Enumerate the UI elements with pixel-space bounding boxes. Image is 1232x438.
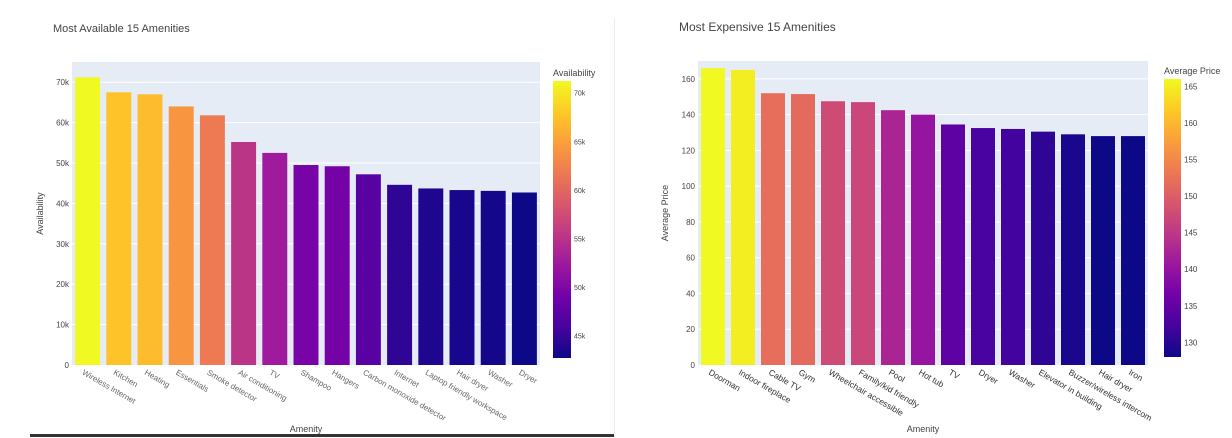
chart-title: Most Available 15 Amenities bbox=[53, 23, 190, 35]
bar bbox=[971, 128, 995, 365]
bar bbox=[137, 94, 163, 365]
x-tick-label: Dryer bbox=[517, 368, 539, 386]
bar bbox=[106, 92, 132, 366]
colorbar-tick-label: 155 bbox=[1184, 155, 1198, 164]
bar bbox=[1031, 131, 1055, 365]
bar bbox=[791, 94, 815, 366]
colorbar bbox=[1164, 79, 1181, 357]
y-tick-label: 0 bbox=[691, 361, 696, 370]
colorbar-tick-label: 70k bbox=[574, 91, 586, 98]
bar bbox=[387, 184, 413, 365]
panel-divider bbox=[614, 18, 615, 438]
left-chart-panel: Most Available 15 Amenities 0 10k 20k 30k 40… bbox=[0, 0, 614, 438]
y-tick-label: 70k bbox=[56, 78, 70, 87]
bar bbox=[911, 114, 935, 365]
bottom-rule bbox=[30, 434, 614, 437]
x-tick-label: Dryer bbox=[977, 367, 1000, 386]
y-tick-label: 20k bbox=[56, 280, 70, 289]
x-tick-label: Essentials bbox=[174, 368, 210, 394]
y-tick-label: 40k bbox=[56, 199, 70, 208]
x-tick-label: TV bbox=[947, 367, 962, 381]
y-tick-label: 80 bbox=[686, 218, 695, 227]
colorbar-title: Average Price bbox=[1164, 66, 1220, 76]
colorbar-title: Availability bbox=[553, 68, 596, 78]
colorbar-tick-label: 65k bbox=[574, 139, 586, 146]
x-tick-label: Hot tub bbox=[917, 367, 946, 389]
colorbar-tick-label: 130 bbox=[1184, 338, 1198, 347]
bar bbox=[75, 77, 101, 366]
y-tick-label: 60k bbox=[56, 119, 70, 128]
y-tick-label: 40 bbox=[686, 289, 695, 298]
bar bbox=[293, 165, 319, 365]
bar bbox=[1121, 136, 1145, 365]
bar bbox=[418, 188, 444, 365]
x-tick-label: Pool bbox=[887, 367, 907, 384]
x-tick-label: Doorman bbox=[707, 367, 743, 393]
y-tick-label: 10k bbox=[56, 321, 70, 330]
colorbar-tick-label: 160 bbox=[1184, 119, 1198, 128]
right-chart-panel: Most Expensive 15 Amenities 0 20 40 60 80 100… bbox=[616, 0, 1232, 438]
bar bbox=[324, 166, 350, 365]
bar bbox=[731, 69, 755, 366]
bar bbox=[701, 68, 725, 365]
y-tick-label: 140 bbox=[682, 111, 696, 120]
bar bbox=[1061, 134, 1085, 365]
colorbar bbox=[553, 81, 571, 358]
bar bbox=[231, 141, 257, 365]
bar bbox=[851, 102, 875, 366]
y-tick-label: 0 bbox=[65, 361, 70, 370]
x-tick-label: Gym bbox=[797, 367, 818, 385]
x-tick-label: Washer bbox=[486, 368, 514, 390]
colorbar-tick-label: 150 bbox=[1184, 192, 1198, 201]
colorbar-tick-label: 145 bbox=[1184, 229, 1198, 238]
x-axis-title: Amenity bbox=[907, 424, 940, 434]
y-tick-label: 30k bbox=[56, 240, 70, 249]
x-tick-label: Wireless Internet bbox=[81, 368, 138, 406]
x-tick-label: Iron bbox=[1127, 367, 1145, 383]
colorbar-tick-label: 45k bbox=[574, 334, 586, 341]
bar bbox=[511, 192, 537, 365]
y-axis-title: Average Price bbox=[660, 185, 670, 241]
x-axis-title: Amenity bbox=[290, 424, 323, 434]
bar bbox=[262, 152, 288, 365]
y-tick-label: 50k bbox=[56, 159, 70, 168]
bar bbox=[355, 174, 381, 365]
x-tick-label: Hangers bbox=[330, 368, 361, 391]
y-tick-label: 20 bbox=[686, 325, 695, 334]
x-tick-label: Shampoo bbox=[299, 368, 334, 393]
bar bbox=[480, 190, 506, 365]
colorbar-tick-label: 135 bbox=[1184, 302, 1198, 311]
y-tick-label: 60 bbox=[686, 254, 695, 263]
y-tick-label: 160 bbox=[682, 75, 696, 84]
colorbar-tick-label: 55k bbox=[574, 236, 586, 243]
bar bbox=[761, 93, 785, 365]
bar bbox=[168, 106, 194, 365]
bar bbox=[941, 124, 965, 365]
bar bbox=[1001, 128, 1025, 365]
y-tick-label: 100 bbox=[682, 182, 696, 191]
x-tick-label: Indoor fireplace bbox=[737, 367, 793, 405]
chart-title: Most Expensive 15 Amenities bbox=[679, 20, 836, 34]
y-tick-label: 120 bbox=[682, 146, 696, 155]
colorbar-tick-label: 60k bbox=[574, 188, 586, 195]
bar bbox=[449, 190, 475, 365]
x-tick-label: Heating bbox=[143, 368, 171, 390]
colorbar-tick-label: 50k bbox=[574, 285, 586, 292]
colorbar-tick-label: 165 bbox=[1184, 82, 1198, 91]
bar bbox=[1091, 136, 1115, 365]
y-axis-title: Availability bbox=[35, 192, 45, 235]
x-tick-label: Washer bbox=[1007, 367, 1037, 390]
bar bbox=[199, 115, 225, 365]
x-tick-label: TV bbox=[268, 368, 282, 381]
bar bbox=[881, 110, 905, 365]
colorbar-tick-label: 140 bbox=[1184, 265, 1198, 274]
bar bbox=[821, 101, 845, 365]
